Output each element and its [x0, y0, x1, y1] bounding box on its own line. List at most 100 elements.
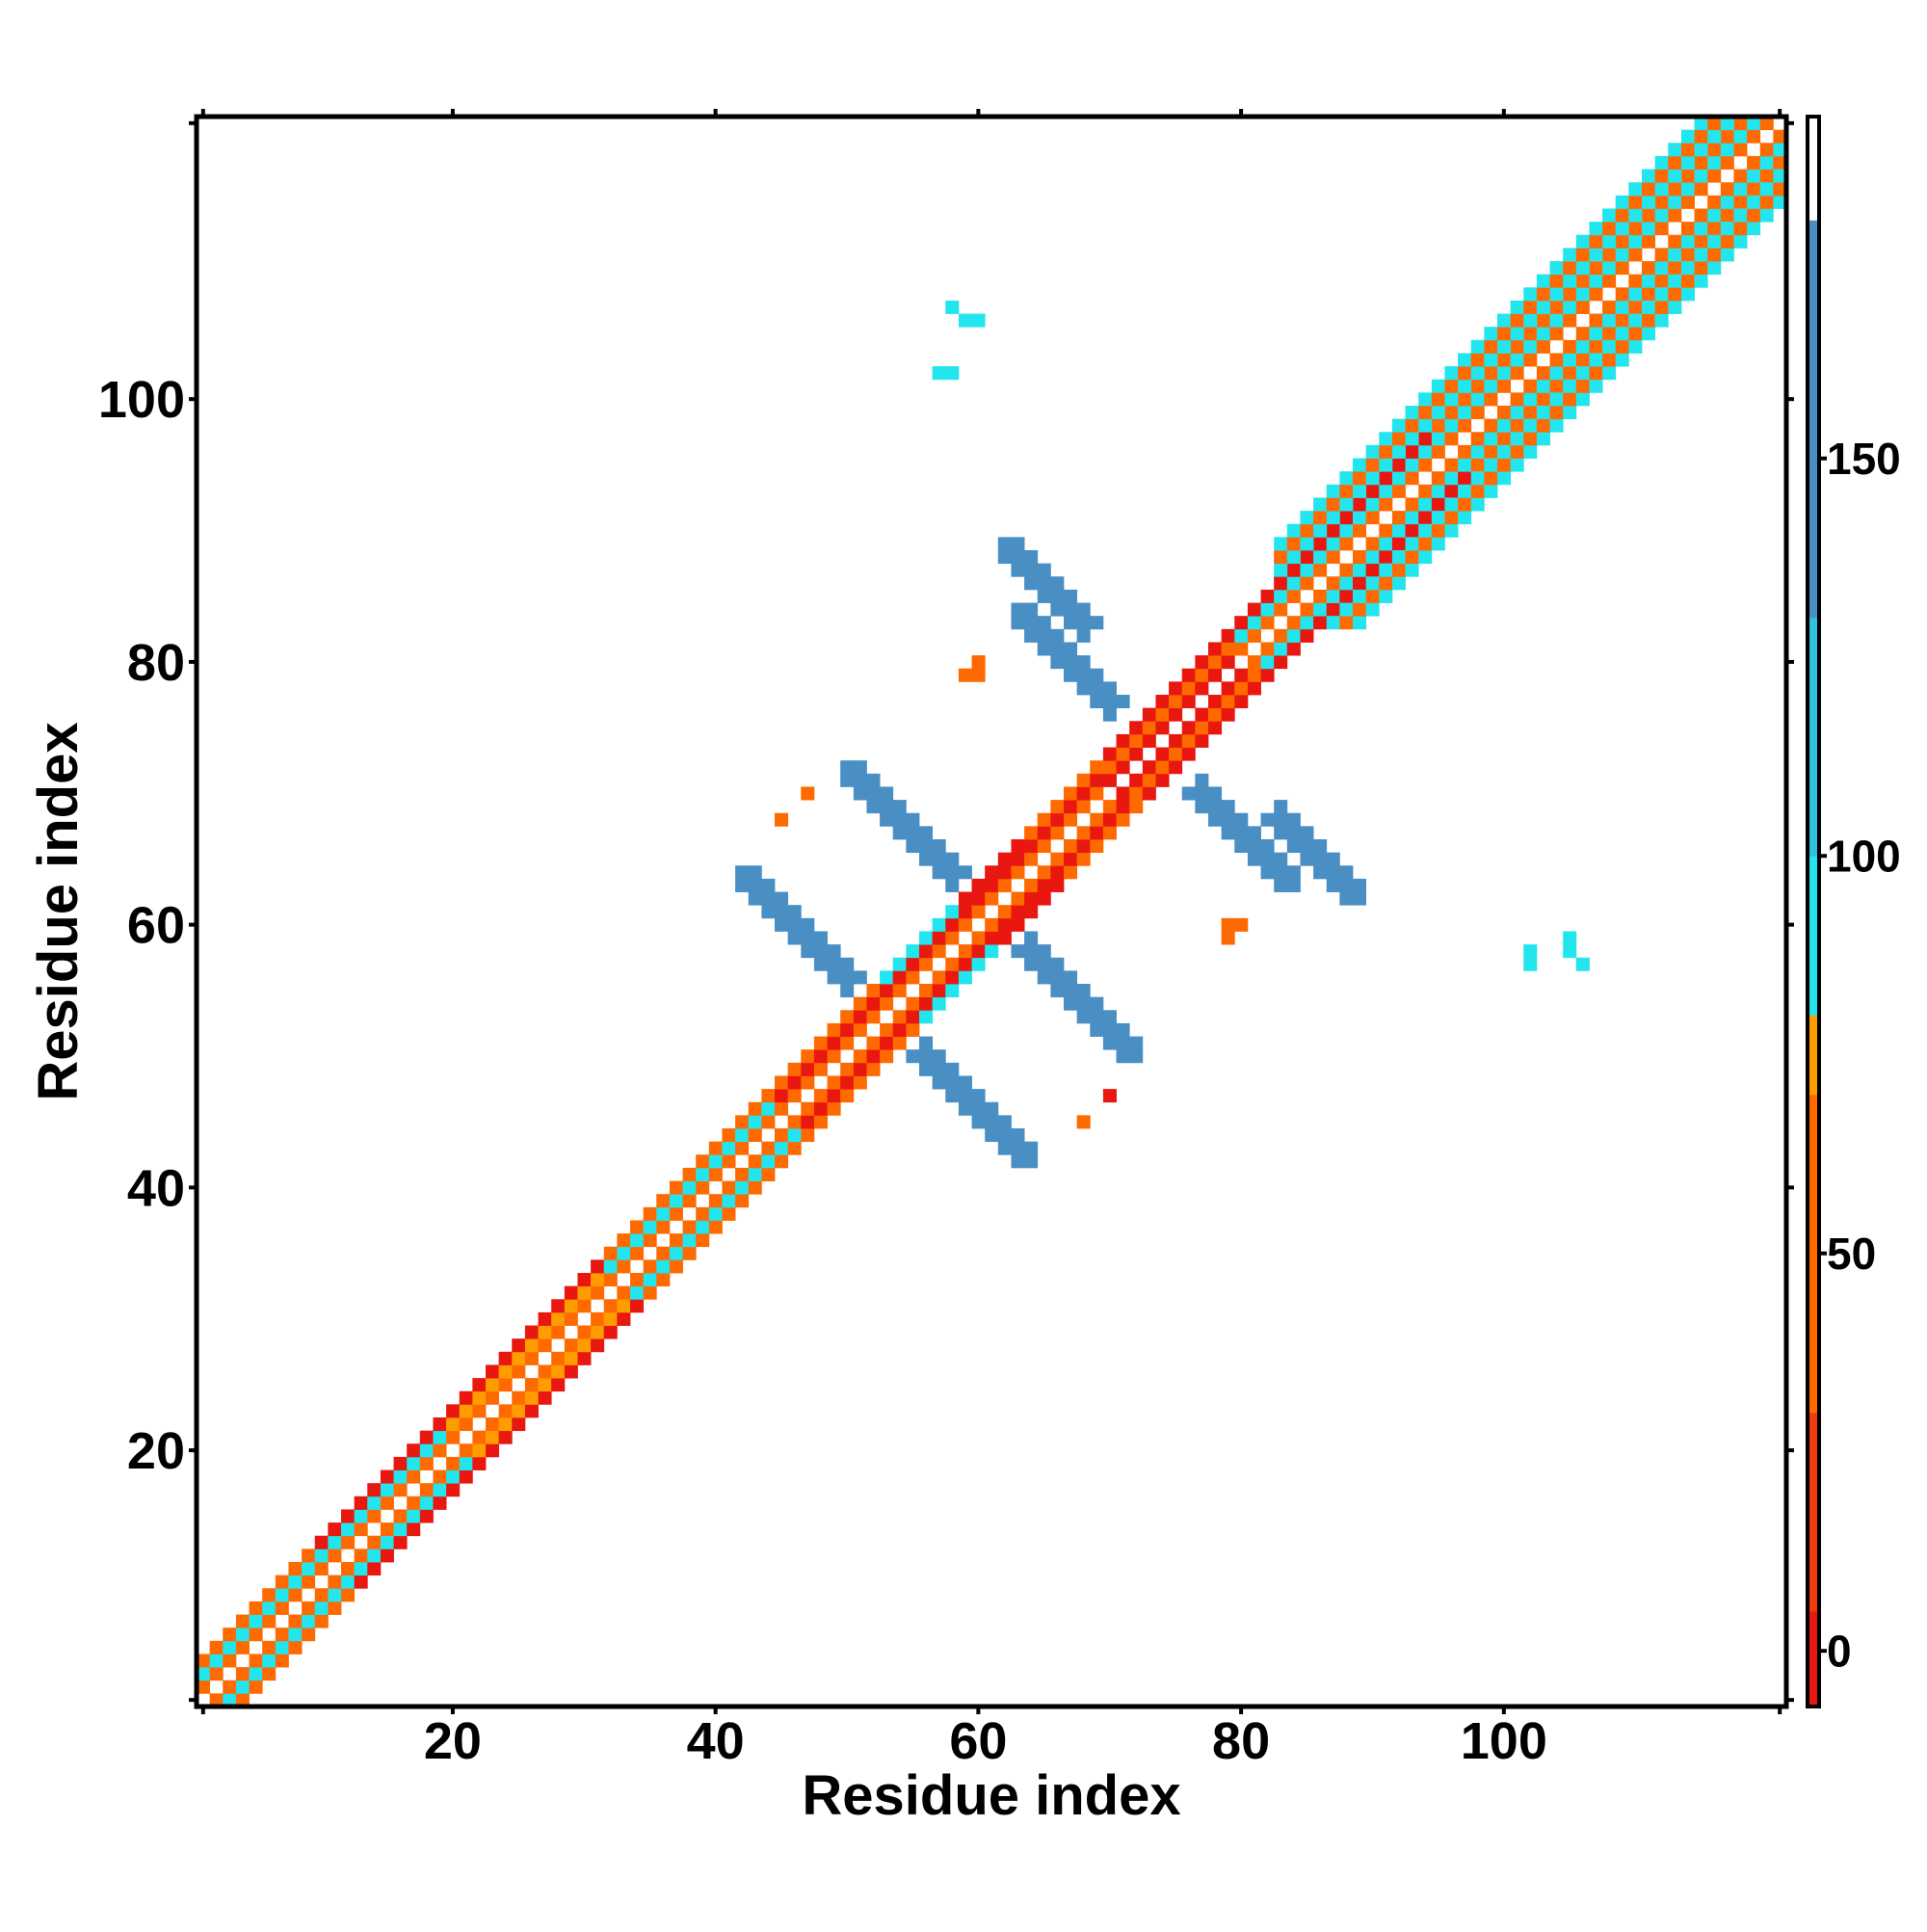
heatmap-cell — [656, 1273, 671, 1287]
heatmap-cell — [1024, 839, 1039, 854]
heatmap-cell — [722, 1194, 736, 1208]
heatmap-cell — [1011, 917, 1025, 932]
heatmap-cell — [1037, 576, 1051, 591]
heatmap-cell — [735, 1194, 750, 1208]
heatmap-cell — [1286, 812, 1301, 827]
heatmap-cell — [1208, 642, 1223, 656]
heatmap-cell — [1050, 655, 1065, 670]
heatmap-cell — [708, 1220, 723, 1234]
heatmap-cell — [1286, 878, 1301, 892]
heatmap-cell — [380, 1522, 394, 1537]
heatmap-cell — [1260, 616, 1275, 630]
heatmap-cell — [932, 839, 946, 854]
heatmap-cell — [827, 1036, 841, 1050]
heatmap-cell — [1484, 327, 1498, 341]
heatmap-cell — [1129, 786, 1144, 801]
heatmap-cell — [1615, 327, 1629, 341]
heatmap-cell — [1155, 760, 1170, 775]
heatmap-cell — [1274, 576, 1288, 591]
heatmap-cell — [801, 1128, 815, 1143]
heatmap-cell — [433, 1443, 447, 1458]
heatmap-cell — [1313, 589, 1328, 603]
heatmap-cell — [275, 1588, 289, 1602]
heatmap-cell — [1050, 589, 1065, 603]
heatmap-cell — [958, 917, 972, 932]
heatmap-cell — [761, 905, 776, 919]
heatmap-cell — [1076, 602, 1091, 617]
heatmap-cell — [1024, 944, 1039, 959]
heatmap-cell — [748, 1101, 762, 1116]
heatmap-cell — [603, 1299, 618, 1313]
heatmap-cell — [801, 786, 815, 801]
x-tick-label: 60 — [949, 1712, 1007, 1770]
heatmap-cell — [813, 1101, 828, 1116]
heatmap-cell — [1142, 786, 1156, 801]
heatmap-cell — [1733, 234, 1748, 249]
heatmap-cell — [761, 1089, 776, 1103]
heatmap-cell — [1300, 826, 1314, 840]
heatmap-cell — [1024, 826, 1039, 840]
heatmap-cell — [735, 878, 750, 892]
heatmap-cell — [906, 944, 920, 959]
heatmap-cell — [341, 1535, 356, 1549]
heatmap-cell — [341, 1575, 356, 1589]
heatmap-cell — [1747, 182, 1761, 197]
heatmap-cell — [906, 812, 920, 827]
x-tick-label: 100 — [1461, 1712, 1547, 1770]
heatmap-cell — [354, 1495, 368, 1510]
heatmap-cell — [840, 1036, 855, 1050]
heatmap-cell — [919, 839, 934, 854]
heatmap-cell — [446, 1404, 461, 1418]
heatmap-cell — [1747, 117, 1761, 131]
heatmap-cell — [1563, 406, 1577, 420]
heatmap-cell — [1011, 1128, 1025, 1143]
heatmap-cell — [1208, 668, 1223, 682]
heatmap-cell — [1102, 681, 1117, 696]
heatmap-cell — [892, 1022, 907, 1037]
heatmap-cell — [1444, 432, 1459, 446]
heatmap-cell — [1169, 760, 1183, 775]
heatmap-cell — [1090, 839, 1104, 854]
heatmap-cell — [1707, 261, 1722, 276]
heatmap-cell — [1536, 300, 1550, 314]
heatmap-cell — [275, 1628, 289, 1642]
heatmap-cell — [1654, 248, 1669, 262]
heatmap-cell — [328, 1588, 342, 1602]
heatmap-cell — [1654, 169, 1669, 183]
heatmap-cell — [840, 1089, 855, 1103]
heatmap-cell — [1300, 616, 1314, 630]
heatmap-cell — [1707, 169, 1722, 183]
heatmap-cell — [1654, 182, 1669, 197]
heatmap-cell — [1353, 589, 1367, 603]
heatmap-cell — [223, 1654, 237, 1668]
heatmap-cell — [1129, 747, 1144, 761]
heatmap-cell — [1353, 576, 1367, 591]
heatmap-cell — [1720, 234, 1734, 249]
heatmap-cell — [1234, 668, 1249, 682]
heatmap-cell — [853, 786, 867, 801]
heatmap-cell — [1470, 379, 1485, 393]
heatmap-cell — [997, 1128, 1012, 1143]
heatmap-cell — [1011, 852, 1025, 866]
colorbar-segment — [1808, 1611, 1819, 1707]
heatmap-cell — [945, 1062, 960, 1076]
heatmap-cell — [958, 944, 972, 959]
heatmap-cell — [1260, 852, 1275, 866]
heatmap-cell — [1773, 195, 1787, 209]
heatmap-cell — [1050, 826, 1065, 840]
heatmap-cell — [630, 1246, 645, 1260]
heatmap-cell — [1102, 760, 1117, 775]
heatmap-cell — [1286, 537, 1301, 551]
heatmap-cell — [1353, 878, 1367, 892]
heatmap-cell — [1326, 537, 1340, 551]
heatmap-cell — [1707, 222, 1722, 236]
heatmap-cell — [1589, 261, 1603, 276]
heatmap-cell — [1680, 129, 1695, 144]
heatmap-cell — [1234, 826, 1249, 840]
heatmap-cell — [1313, 602, 1328, 617]
heatmap-cell — [748, 891, 762, 906]
heatmap-cell — [1260, 668, 1275, 682]
heatmap-cell — [1694, 261, 1708, 276]
heatmap-cell — [1575, 261, 1590, 276]
heatmap-cell — [1365, 444, 1380, 459]
